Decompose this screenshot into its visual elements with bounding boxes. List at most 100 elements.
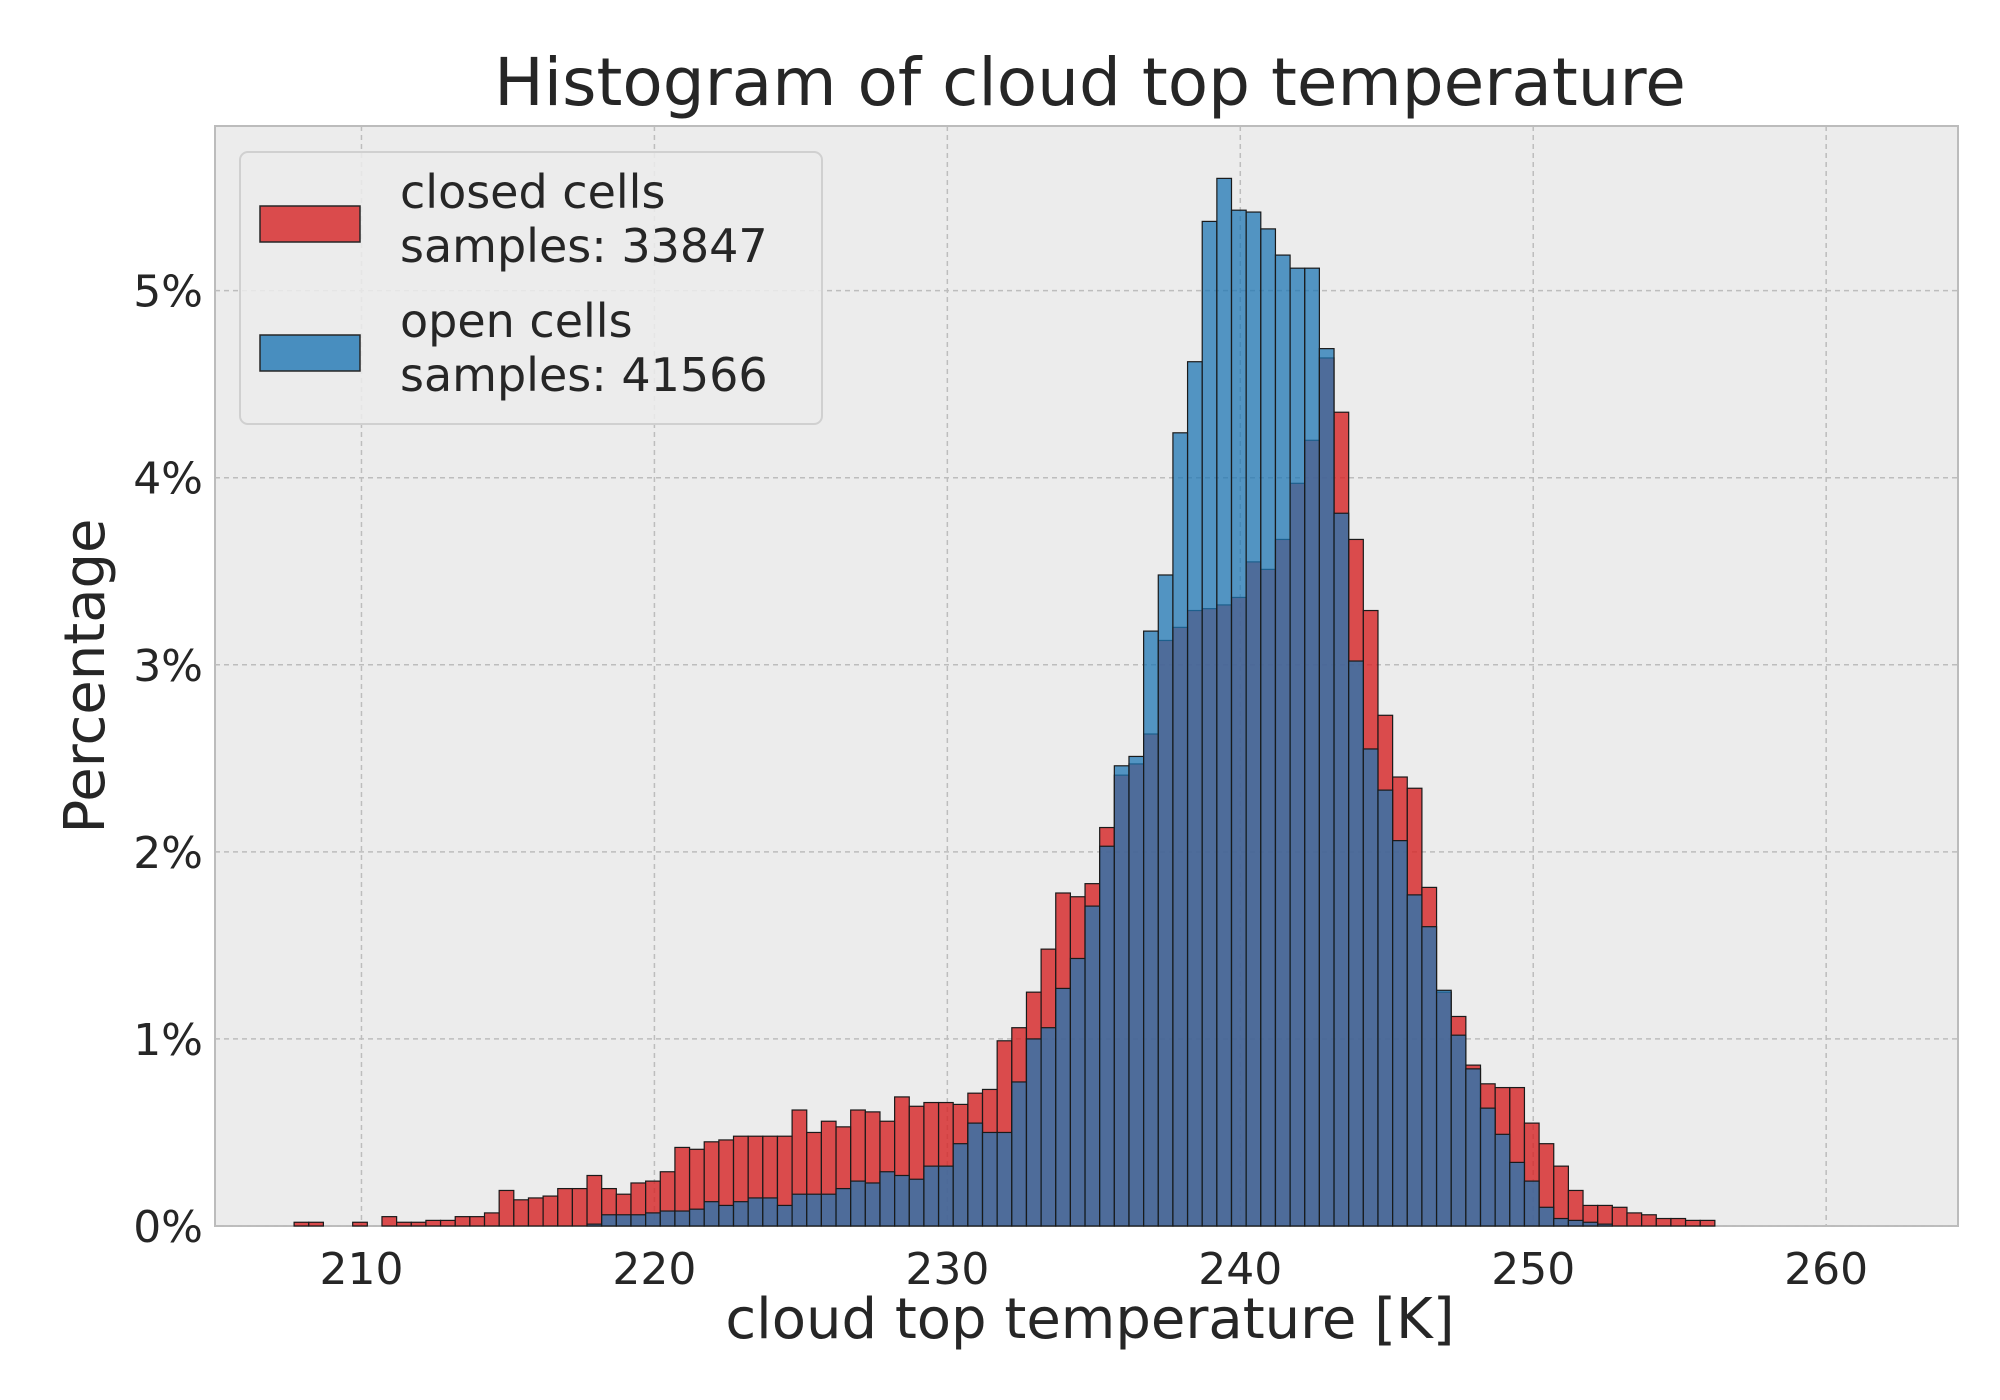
closed-cells-bar xyxy=(557,1187,573,1227)
open-cells-bar xyxy=(864,1182,881,1227)
chart-title: Histogram of cloud top temperature xyxy=(494,44,1686,121)
open-cells-bar xyxy=(1274,254,1291,1227)
open-cells-bar xyxy=(1245,211,1262,1227)
open-cells-bar xyxy=(1289,267,1306,1227)
legend-label-closed-cells: closed cells xyxy=(400,165,665,219)
closed-cells-bar xyxy=(571,1187,588,1227)
closed-cells-bar xyxy=(469,1216,486,1227)
open-cells-bar xyxy=(981,1131,998,1227)
open-cells-bar xyxy=(1011,1081,1028,1227)
open-cells-bar xyxy=(1157,574,1174,1227)
closed-cells-bar xyxy=(439,1219,456,1227)
open-cells-bar xyxy=(1260,228,1277,1227)
open-cells-bar xyxy=(1201,220,1218,1227)
closed-cells-bar xyxy=(1655,1217,1672,1227)
open-cells-bar xyxy=(1304,267,1320,1227)
closed-cells-bar xyxy=(542,1195,559,1227)
open-cells-bar xyxy=(1567,1219,1584,1227)
y-tick-label: 4% xyxy=(133,454,203,505)
closed-cells-bar xyxy=(1553,1165,1569,1227)
closed-cells-bar xyxy=(381,1216,398,1227)
closed-cells-bar xyxy=(1684,1219,1701,1227)
open-cells-bar xyxy=(894,1174,910,1227)
closed-cells-bar xyxy=(1597,1204,1613,1227)
open-cells-bar xyxy=(908,1178,925,1227)
x-tick-label: 240 xyxy=(1198,1244,1282,1295)
closed-cells-bar xyxy=(308,1221,324,1227)
legend-swatch-closed-cells xyxy=(259,205,361,243)
open-cells-bar xyxy=(1025,1038,1042,1227)
open-cells-bar xyxy=(1186,361,1203,1227)
open-cells-bar xyxy=(967,1122,984,1227)
open-cells-bar xyxy=(718,1204,735,1227)
legend-swatch-open-cells xyxy=(259,334,361,372)
y-tick-label: 1% xyxy=(133,1015,203,1066)
closed-cells-bar xyxy=(1626,1212,1643,1227)
y-tick-label: 2% xyxy=(133,828,203,879)
closed-cells-bar xyxy=(527,1197,544,1227)
open-cells-bar xyxy=(1421,926,1438,1227)
closed-cells-bar xyxy=(586,1174,603,1227)
closed-cells-bar xyxy=(425,1219,442,1227)
closed-cells-bar xyxy=(410,1221,427,1227)
legend-label-open-cells: open cells xyxy=(400,294,633,348)
y-axis-ticks: 0% 1% 2% 3% 4% 5% xyxy=(133,267,203,1253)
open-cells-bar xyxy=(1348,660,1364,1227)
open-cells-bar xyxy=(806,1193,822,1227)
open-cells-bar xyxy=(1450,1034,1467,1227)
legend-samples-closed-cells: samples: 33847 xyxy=(400,219,768,273)
open-cells-bar xyxy=(1143,630,1159,1227)
y-tick-label: 0% xyxy=(133,1202,203,1253)
open-cells-bar xyxy=(732,1201,749,1227)
open-cells-bar xyxy=(850,1180,866,1227)
closed-cells-bar xyxy=(1699,1219,1716,1227)
x-tick-label: 220 xyxy=(612,1244,696,1295)
open-cells-bar xyxy=(1069,957,1086,1227)
open-cells-bar xyxy=(923,1165,940,1227)
open-cells-bar xyxy=(1479,1107,1496,1227)
open-cells-bar xyxy=(674,1210,691,1227)
y-tick-label: 5% xyxy=(133,267,203,318)
closed-cells-bar xyxy=(498,1189,515,1227)
open-cells-bar xyxy=(1406,894,1423,1227)
open-cells-bar xyxy=(1509,1161,1526,1227)
x-tick-label: 210 xyxy=(319,1244,403,1295)
open-cells-bar xyxy=(1333,512,1350,1227)
open-cells-bars xyxy=(586,177,1613,1227)
open-cells-bar xyxy=(1523,1180,1540,1227)
open-cells-bar xyxy=(645,1212,661,1227)
open-cells-bar xyxy=(1099,845,1115,1227)
closed-cells-bar xyxy=(1641,1214,1657,1227)
open-cells-bar xyxy=(820,1193,837,1227)
open-cells-bar xyxy=(688,1208,705,1227)
open-cells-bar xyxy=(1230,209,1247,1227)
open-cells-bar xyxy=(659,1210,676,1227)
open-cells-bar xyxy=(601,1214,617,1227)
open-cells-bar xyxy=(1582,1221,1599,1227)
open-cells-bar xyxy=(996,1131,1013,1227)
x-axis-label: cloud top temperature [K] xyxy=(725,1287,1454,1352)
x-tick-label: 250 xyxy=(1491,1244,1575,1295)
open-cells-bar xyxy=(776,1204,793,1227)
y-tick-label: 3% xyxy=(133,641,203,692)
closed-cells-bar xyxy=(483,1212,500,1227)
open-cells-bar xyxy=(1216,177,1233,1227)
closed-cells-bar xyxy=(1670,1217,1687,1227)
open-cells-bar xyxy=(1084,905,1101,1227)
closed-cells-bar xyxy=(396,1221,412,1227)
open-cells-bar xyxy=(1494,1133,1511,1227)
y-axis-label: Percentage xyxy=(53,518,118,833)
open-cells-bar xyxy=(1538,1206,1555,1227)
open-cells-bar xyxy=(952,1143,969,1227)
open-cells-bar xyxy=(703,1201,720,1227)
closed-cells-bar xyxy=(513,1199,530,1227)
open-cells-bar xyxy=(1465,1068,1482,1227)
open-cells-bar xyxy=(1362,748,1379,1227)
open-cells-bar xyxy=(1055,987,1071,1227)
open-cells-bar xyxy=(1392,840,1408,1227)
open-cells-bar xyxy=(879,1171,896,1227)
open-cells-bar xyxy=(615,1214,632,1227)
open-cells-bar xyxy=(1597,1223,1613,1227)
closed-cells-bar xyxy=(352,1221,368,1227)
